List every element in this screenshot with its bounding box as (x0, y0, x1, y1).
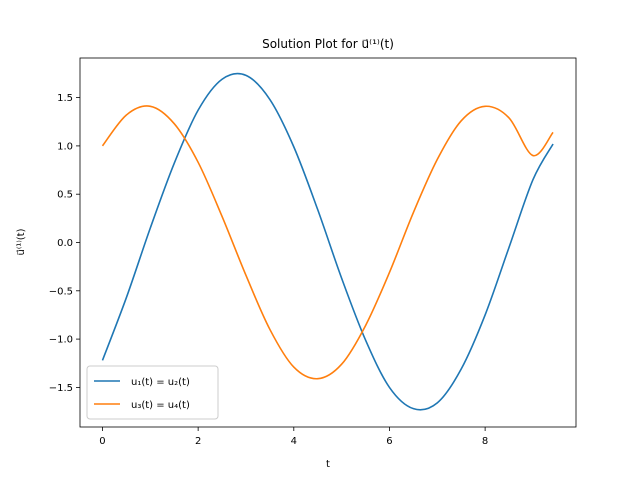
x-tick-label: 6 (386, 436, 392, 447)
series-line-2 (101, 105, 554, 380)
series-layer (101, 72, 554, 411)
y-tick-label: 1.5 (57, 93, 73, 104)
y-tick-label: −0.5 (49, 286, 73, 297)
legend-box (86, 365, 219, 420)
chart-title: Solution Plot for u⃗⁽¹⁾(t) (262, 37, 394, 51)
x-tick-label: 0 (99, 436, 105, 447)
y-tick-label: 0.5 (57, 190, 73, 201)
y-tick-label: 1.0 (57, 141, 73, 152)
y-tick-label: −1.0 (49, 335, 73, 346)
x-tick-label: 2 (195, 436, 201, 447)
plot-frame (79, 57, 577, 428)
x-tick-label: 8 (482, 436, 488, 447)
x-axis-label: t (326, 459, 330, 470)
x-tick-label: 4 (291, 436, 297, 447)
y-tick-label: 0.0 (57, 238, 73, 249)
y-ticks: −1.5 −1.0 −0.5 0.0 0.5 1.0 1.5 (49, 93, 80, 394)
series-line-1 (101, 72, 554, 411)
legend-label: u₁(t) = u₂(t) (131, 377, 190, 388)
x-ticks: 0 2 4 6 8 (99, 427, 488, 447)
y-tick-label: −1.5 (49, 383, 73, 394)
legend-label: u₃(t) = u₄(t) (131, 400, 190, 411)
y-axis-label: u⃗⁽¹⁾(t) (16, 228, 27, 255)
legend: u₁(t) = u₂(t) u₃(t) = u₄(t) (86, 365, 219, 420)
